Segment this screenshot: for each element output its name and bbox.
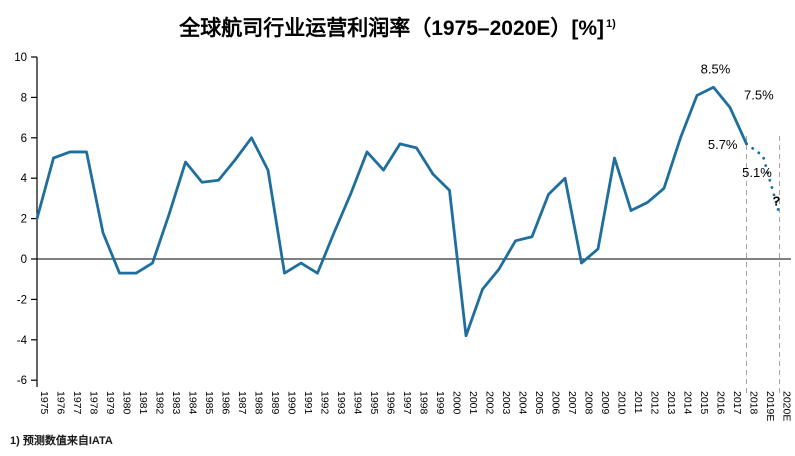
y-tick-label: 10 [14, 52, 27, 64]
x-tick-label-1997: 1997 [401, 391, 413, 415]
x-tick-label-2007: 2007 [566, 391, 578, 415]
y-tick-label: 0 [21, 254, 27, 266]
x-tick-label-2009: 2009 [599, 391, 611, 415]
annotation-7.5 pct: 7.5% [744, 88, 774, 103]
forecast-dotted-line [745, 142, 781, 216]
x-tick-label-1981: 1981 [137, 391, 149, 415]
x-tick-label-2004: 2004 [517, 391, 529, 415]
x-tick-label-1982: 1982 [154, 391, 166, 415]
x-tick-label-1992: 1992 [319, 391, 331, 415]
x-tick-label-2015: 2015 [698, 391, 710, 415]
x-tick-label-2014: 2014 [682, 391, 694, 415]
annotation-5.1 pct: 5.1% [742, 165, 772, 180]
x-tick-label-1994: 1994 [352, 391, 364, 415]
y-tick-label: -4 [17, 335, 28, 347]
y-tick-label: -6 [17, 375, 27, 387]
x-tick-label-2005: 2005 [533, 391, 545, 415]
y-tick-label: -2 [17, 294, 27, 306]
x-tick-label-1980: 1980 [121, 391, 133, 415]
x-tick-label-2003: 2003 [500, 391, 512, 415]
x-tick-label-2012: 2012 [649, 391, 661, 415]
x-tick-label-2020E: 2020E [781, 391, 793, 421]
x-tick-label-2010: 2010 [616, 391, 628, 415]
x-tick-label-2000: 2000 [451, 391, 463, 415]
x-tick-label-1979: 1979 [104, 391, 116, 415]
annotation-5.7 pct: 5.7% [708, 137, 738, 152]
x-tick-label-1993: 1993 [335, 391, 347, 415]
annotation-?: ? [773, 194, 781, 209]
chart-title-text: 全球航司行业运营利润率（1975–2020E）[%] [179, 17, 604, 40]
x-tick-label-1999: 1999 [434, 391, 446, 415]
x-tick-label-2011: 2011 [632, 391, 644, 414]
x-tick-label-1995: 1995 [368, 391, 380, 415]
x-tick-label-2008: 2008 [583, 391, 595, 415]
x-tick-label-1984: 1984 [187, 391, 199, 415]
x-tick-label-2017: 2017 [731, 391, 743, 415]
y-tick-label: 4 [21, 173, 28, 185]
y-tick-label: 8 [21, 92, 27, 104]
x-tick-label-1991: 1991 [302, 391, 314, 415]
x-tick-label-2006: 2006 [550, 391, 562, 415]
x-tick-label-2001: 2001 [467, 391, 479, 415]
x-tick-label-1977: 1977 [71, 391, 83, 415]
x-tick-label-1983: 1983 [170, 391, 182, 415]
x-tick-label-1989: 1989 [269, 391, 281, 415]
x-tick-label-1985: 1985 [203, 391, 215, 415]
source-footnote: 1) 预测数值来自IATA [10, 435, 113, 447]
x-tick-label-1987: 1987 [236, 391, 248, 415]
x-tick-label-1988: 1988 [253, 391, 265, 415]
operating-margin-line [35, 85, 748, 338]
x-tick-label-1978: 1978 [88, 391, 100, 415]
x-tick-label-2016: 2016 [715, 391, 727, 415]
x-tick-label-2013: 2013 [665, 391, 677, 415]
x-tick-label-2019E: 2019E [764, 391, 776, 421]
x-tick-label-1990: 1990 [286, 391, 298, 415]
x-tick-label-1998: 1998 [418, 391, 430, 415]
x-tick-label-2002: 2002 [484, 391, 496, 415]
x-tick-label-1986: 1986 [220, 391, 232, 415]
x-tick-label-1996: 1996 [385, 391, 397, 415]
annotation-8.5 pct: 8.5% [701, 61, 731, 76]
page-title: 全球航司行业运营利润率（1975–2020E）[%] 1) [0, 12, 795, 42]
x-tick-label-1976: 1976 [55, 391, 67, 415]
footnote-marker: 1) [606, 18, 616, 30]
x-tick-label-1975: 1975 [38, 391, 50, 415]
y-tick-label: 6 [21, 133, 27, 145]
y-tick-label: 2 [21, 214, 27, 226]
x-tick-label-2018: 2018 [748, 391, 760, 415]
